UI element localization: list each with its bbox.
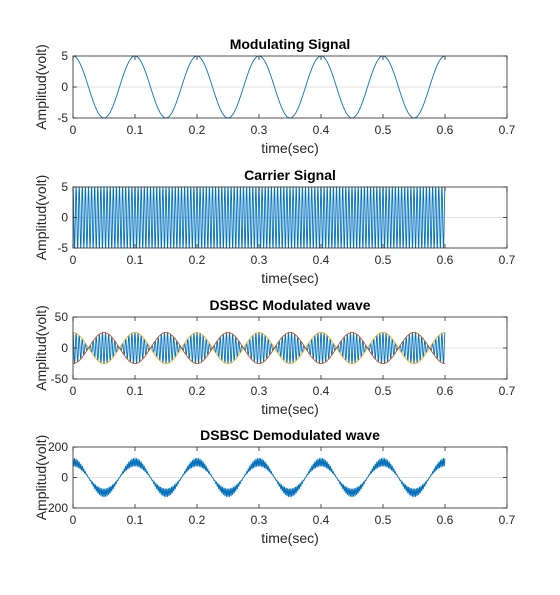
- x-tick-label: 0.1: [127, 123, 144, 137]
- chart-title: Modulating Signal: [230, 36, 351, 52]
- x-tick-label: 0.1: [127, 513, 144, 527]
- series-line-dsbsc-modulated-wave-2: [73, 332, 445, 364]
- series-line-dsbsc-demodulated-wave-0: [72, 457, 446, 498]
- series-line-dsbsc-modulated-wave-1: [73, 332, 445, 364]
- x-tick-label: 0.3: [251, 253, 268, 267]
- y-axis-label: Amplitud(volt): [33, 175, 49, 261]
- x-tick-label: 0.5: [375, 123, 392, 137]
- y-tick-label: 5: [61, 180, 68, 194]
- x-tick-label: 0.4: [313, 123, 330, 137]
- y-tick-label: 0: [61, 471, 68, 485]
- x-tick-label: 0.3: [251, 123, 268, 137]
- x-tick-label: 0.7: [499, 253, 516, 267]
- x-tick-label: 0.2: [189, 513, 206, 527]
- x-axis-label: time(sec): [261, 140, 319, 156]
- x-tick-label: 0.1: [127, 384, 144, 398]
- x-tick-label: 0: [70, 253, 77, 267]
- x-tick-label: 0.5: [375, 513, 392, 527]
- y-axis-label: Amplitud(volt): [33, 305, 49, 391]
- x-tick-label: 0.7: [499, 123, 516, 137]
- x-tick-label: 0.3: [251, 384, 268, 398]
- y-tick-label: 200: [48, 440, 68, 454]
- x-axis-label: time(sec): [261, 270, 319, 286]
- y-tick-label: -5: [57, 111, 68, 125]
- x-tick-label: 0.4: [313, 253, 330, 267]
- x-tick-label: 0.2: [189, 123, 206, 137]
- x-tick-label: 0.2: [189, 253, 206, 267]
- chart-title: DSBSC Modulated wave: [209, 297, 370, 313]
- y-tick-label: 5: [61, 49, 68, 63]
- y-tick-label: -200: [44, 501, 68, 515]
- y-tick-label: -50: [51, 372, 69, 386]
- y-axis-label: Amplitud(volt): [33, 435, 49, 521]
- x-tick-label: 0.7: [499, 513, 516, 527]
- x-tick-label: 0.7: [499, 384, 516, 398]
- x-tick-label: 0.5: [375, 384, 392, 398]
- x-axis-label: time(sec): [261, 401, 319, 417]
- x-axis-label: time(sec): [261, 530, 319, 546]
- x-tick-label: 0.5: [375, 253, 392, 267]
- y-tick-label: 0: [61, 341, 68, 355]
- x-tick-label: 0.3: [251, 513, 268, 527]
- y-tick-label: 50: [55, 310, 69, 324]
- chart-title: Carrier Signal: [244, 167, 336, 183]
- x-tick-label: 0.6: [437, 123, 454, 137]
- x-tick-label: 0.6: [437, 513, 454, 527]
- y-tick-label: 0: [61, 211, 68, 225]
- y-tick-label: 0: [61, 80, 68, 94]
- x-tick-label: 0.1: [127, 253, 144, 267]
- y-axis-label: Amplitud(volt): [33, 44, 49, 130]
- x-tick-label: 0: [70, 384, 77, 398]
- y-tick-label: -5: [57, 241, 68, 255]
- chart-title: DSBSC Demodulated wave: [200, 427, 380, 443]
- x-tick-label: 0.4: [313, 513, 330, 527]
- x-tick-label: 0: [70, 123, 77, 137]
- x-tick-label: 0.6: [437, 384, 454, 398]
- x-tick-label: 0.2: [189, 384, 206, 398]
- x-tick-label: 0: [70, 513, 77, 527]
- x-tick-label: 0.6: [437, 253, 454, 267]
- x-tick-label: 0.4: [313, 384, 330, 398]
